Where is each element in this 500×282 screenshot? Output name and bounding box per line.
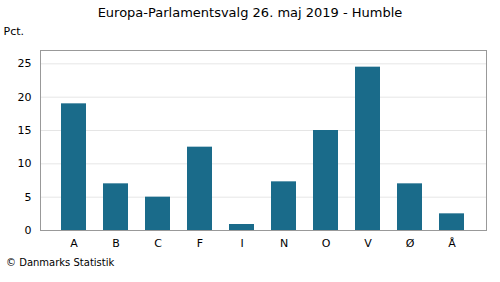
svg-text:20: 20 [18,91,32,104]
svg-text:V: V [364,237,372,250]
svg-text:15: 15 [18,124,32,137]
svg-text:A: A [70,237,78,250]
svg-text:5: 5 [25,191,32,204]
svg-text:N: N [280,237,288,250]
svg-text:0: 0 [25,224,32,237]
svg-text:Ø: Ø [406,237,415,250]
svg-text:O: O [322,237,331,250]
svg-text:F: F [197,237,203,250]
svg-text:B: B [112,237,120,250]
svg-text:C: C [154,237,162,250]
svg-text:I: I [240,237,243,250]
svg-text:25: 25 [18,57,32,70]
html-text:Europa-Parlamentsvalg 26. maj: Europa-Parlamentsvalg 26. maj 2019 - Hum… [97,5,403,20]
svg-text:10: 10 [18,157,32,170]
html-text:© Danmarks Statistik: © Danmarks Statistik [6,257,115,268]
svg-text:Å: Å [448,237,456,250]
svg-text:Pct.: Pct. [4,25,25,38]
